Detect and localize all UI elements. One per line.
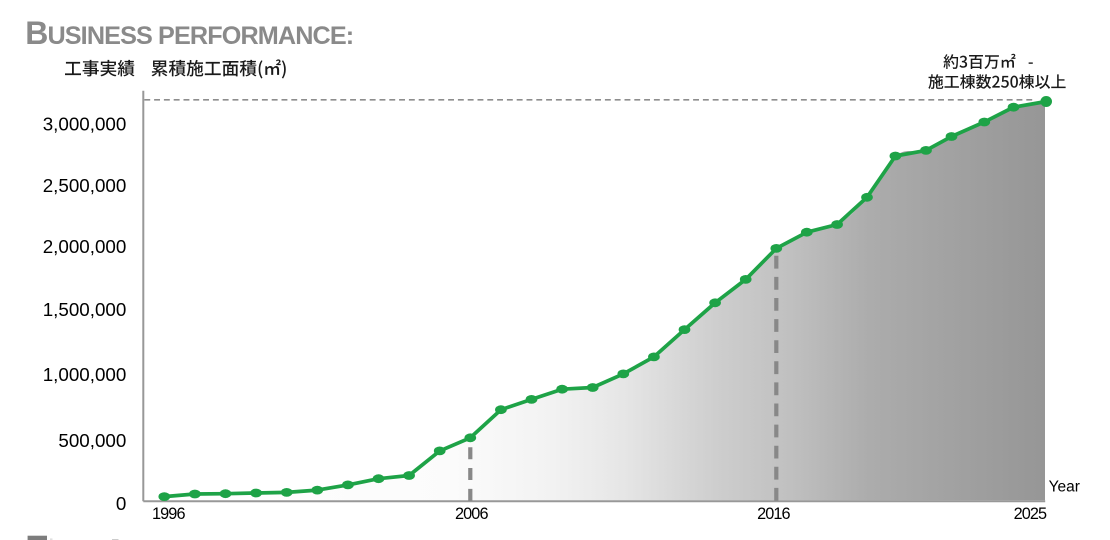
svg-text:2025: 2025 bbox=[1014, 505, 1047, 523]
svg-text:Year: Year bbox=[1049, 479, 1080, 496]
svg-text:1,500,000: 1,500,000 bbox=[43, 299, 127, 320]
svg-text:BUSINESS PERFORMANCE:: BUSINESS PERFORMANCE: bbox=[25, 15, 353, 51]
svg-text:2,500,000: 2,500,000 bbox=[43, 175, 127, 196]
svg-text:500,000: 500,000 bbox=[58, 430, 126, 451]
svg-text:3,000,000: 3,000,000 bbox=[43, 114, 127, 135]
svg-text:1,000,000: 1,000,000 bbox=[43, 364, 127, 385]
svg-text:1996: 1996 bbox=[152, 505, 185, 523]
svg-text:2006: 2006 bbox=[455, 505, 488, 523]
svg-text:0: 0 bbox=[116, 493, 126, 514]
svg-text:2016: 2016 bbox=[757, 505, 790, 523]
svg-text:2,000,000: 2,000,000 bbox=[43, 236, 127, 257]
